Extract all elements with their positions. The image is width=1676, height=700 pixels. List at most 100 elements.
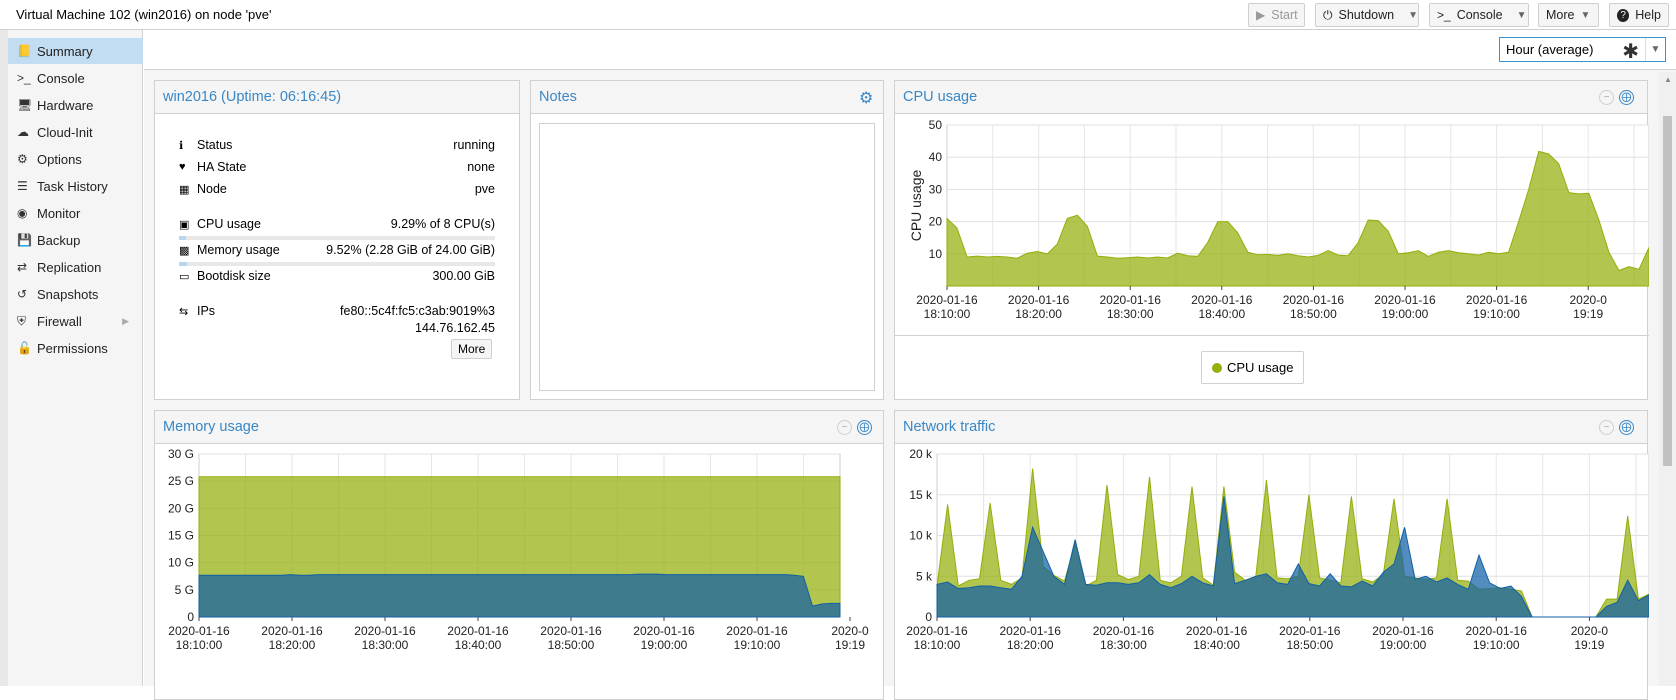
start-button[interactable]: ▶ Start — [1248, 3, 1305, 27]
play-icon: ▶ — [1256, 8, 1266, 22]
x-tick-label: 2020-0 — [831, 624, 869, 638]
shutdown-label: Shutdown — [1338, 8, 1395, 22]
scrollbar-thumb[interactable] — [1663, 116, 1672, 466]
terminal-icon: >_ — [17, 71, 31, 85]
chevron-down-icon[interactable]: ▼ — [1645, 38, 1665, 61]
x-tick-label: 18:40:00 — [455, 638, 502, 652]
hdd-icon: ▭ — [179, 270, 190, 283]
x-tick-label: 18:40:00 — [1198, 307, 1245, 321]
sidebar-item-replication[interactable]: ⇄ Replication — [8, 254, 143, 280]
console-button[interactable]: >_ Console ▼ — [1429, 3, 1529, 27]
node-value: pve — [474, 182, 495, 196]
scrollbar[interactable]: ▲ — [1659, 72, 1676, 686]
scroll-up-icon[interactable]: ▲ — [1664, 75, 1672, 84]
minus-icon[interactable]: − — [1599, 420, 1614, 435]
status-panel: win2016 (Uptime: 06:16:45) ℹ Status runn… — [154, 80, 520, 400]
undo-zoom-icon[interactable]: ⨁ — [1619, 420, 1634, 435]
memory-icon: ▩ — [179, 244, 190, 257]
sidebar-item-cloud-init[interactable]: ☁ Cloud-Init — [8, 119, 143, 145]
x-tick-label: 19:00:00 — [1382, 307, 1429, 321]
summary-content: Hour (average) ✱ ▼ win2016 (Uptime: 06:1… — [144, 30, 1676, 700]
sidebar-item-label: Monitor — [37, 205, 81, 221]
undo-zoom-icon[interactable]: ⨁ — [857, 420, 872, 435]
ips-more-button[interactable]: More — [451, 339, 493, 359]
x-tick-label: 18:40:00 — [1193, 638, 1240, 652]
x-tick-label: 2020-01-16 — [168, 624, 230, 638]
desktop-icon: 🖥 — [17, 98, 33, 112]
timeframe-select[interactable]: Hour (average) ✱ ▼ — [1499, 37, 1666, 63]
sidebar-item-hardware[interactable]: 🖥 Hardware — [8, 92, 143, 118]
terminal-icon: >_ — [1437, 8, 1451, 22]
asterisk-icon: ✱ — [1622, 41, 1639, 63]
sidebar-item-snapshots[interactable]: ↺ Snapshots — [8, 281, 143, 307]
y-tick-label: 20 — [929, 215, 943, 229]
notes-panel-title: Notes — [539, 89, 577, 105]
chevron-down-icon: ▼ — [1580, 9, 1591, 21]
bootdisk-row: ▭ Bootdisk size 300.00 GiB — [179, 269, 495, 283]
sidebar-item-backup[interactable]: 💾 Backup — [8, 227, 143, 253]
sidebar-item-firewall[interactable]: ⛨ Firewall ▶ — [8, 308, 143, 334]
x-tick-label: 2020-01-16 — [1191, 293, 1253, 307]
chevron-down-icon[interactable]: ▼ — [1408, 9, 1419, 21]
start-label: Start — [1271, 8, 1298, 22]
chevron-right-icon: ▶ — [122, 315, 129, 326]
legend-item-cpu-usage[interactable]: CPU usage — [1201, 351, 1305, 384]
x-tick-label: 18:50:00 — [548, 638, 595, 652]
sidebar: 📒 Summary >_ Console 🖥 Hardware ☁ Cloud-… — [0, 30, 143, 686]
minus-icon[interactable]: − — [837, 420, 852, 435]
y-tick-label: 5 G — [175, 583, 194, 597]
x-tick-label: 2020-01-16 — [1100, 293, 1162, 307]
x-tick-label: 2020-01-16 — [1466, 293, 1528, 307]
x-tick-label: 2020-01-16 — [447, 624, 509, 638]
sidebar-item-summary[interactable]: 📒 Summary — [8, 38, 143, 64]
x-tick-label: 18:20:00 — [269, 638, 316, 652]
x-tick-label: 2020-01-16 — [1008, 293, 1070, 307]
sidebar-item-task-history[interactable]: ☰ Task History — [8, 173, 143, 199]
series-area-0 — [946, 150, 1650, 287]
x-tick-label: 18:10:00 — [924, 307, 971, 321]
cpu-usage-value: 9.29% of 8 CPU(s) — [390, 217, 495, 231]
x-tick-label: 19:10:00 — [1473, 307, 1520, 321]
ha-state-value: none — [467, 160, 495, 174]
x-tick-label: 2020-01-16 — [1279, 624, 1341, 638]
node-row: ▦ Node pve — [179, 182, 495, 196]
x-tick-label: 18:50:00 — [1290, 307, 1337, 321]
x-tick-label: 2020-01-16 — [1000, 624, 1062, 638]
help-button[interactable]: ? Help — [1609, 3, 1669, 27]
status-row: ℹ Status running — [179, 138, 495, 152]
y-tick-label: 15 k — [909, 488, 933, 502]
shutdown-button[interactable]: ⏻ Shutdown ▼ — [1315, 3, 1419, 27]
ha-state-row: ♥ HA State none — [179, 160, 495, 174]
unlock-icon: 🔓 — [17, 341, 32, 355]
x-tick-label: 19:00:00 — [1380, 638, 1427, 652]
sidebar-item-console[interactable]: >_ Console — [8, 65, 143, 91]
x-tick-label: 18:50:00 — [1286, 638, 1333, 652]
notes-panel: Notes ⚙ — [530, 80, 884, 400]
sidebar-item-label: Replication — [37, 259, 102, 275]
cpu-usage-panel: CPU usage − ⨁ 10 20 30 40 50 2020-01-16 18:10:… — [894, 80, 1650, 400]
timeframe-value: Hour (average) — [1506, 42, 1594, 57]
sidebar-item-monitor[interactable]: ◉ Monitor — [8, 200, 143, 226]
x-tick-label: 2020-0 — [1571, 624, 1609, 638]
x-tick-label: 2020-01-16 — [1093, 624, 1155, 638]
minus-icon[interactable]: − — [1599, 90, 1614, 105]
cpu-icon: ▣ — [179, 218, 190, 231]
more-label: More — [1546, 8, 1575, 22]
question-icon: ? — [1617, 8, 1630, 22]
undo-zoom-icon[interactable]: ⨁ — [1619, 90, 1634, 105]
y-tick-label: 0 — [187, 610, 194, 624]
legend-label: CPU usage — [1227, 360, 1294, 375]
memory-usage-value: 9.52% (2.28 GiB of 24.00 GiB) — [326, 243, 495, 257]
window-title: Virtual Machine 102 (win2016) on node 'p… — [16, 7, 272, 22]
sidebar-item-label: Permissions — [37, 340, 108, 356]
gear-icon[interactable]: ⚙ — [859, 90, 874, 107]
ips-row: ⇆ IPs fe80::5c4f:fc5:c3ab:9019%3 — [179, 304, 495, 318]
chevron-down-icon[interactable]: ▼ — [1516, 9, 1527, 21]
cloud-icon: ☁ — [17, 125, 29, 139]
x-tick-label: 2020-01-16 — [540, 624, 602, 638]
more-menu-button[interactable]: More ▼ — [1538, 3, 1599, 27]
sidebar-item-options[interactable]: ⚙ Options — [8, 146, 143, 172]
y-tick-label: 30 — [929, 182, 943, 196]
sidebar-item-permissions[interactable]: 🔓 Permissions — [8, 335, 143, 361]
x-tick-label: 2020-01-16 — [916, 293, 978, 307]
